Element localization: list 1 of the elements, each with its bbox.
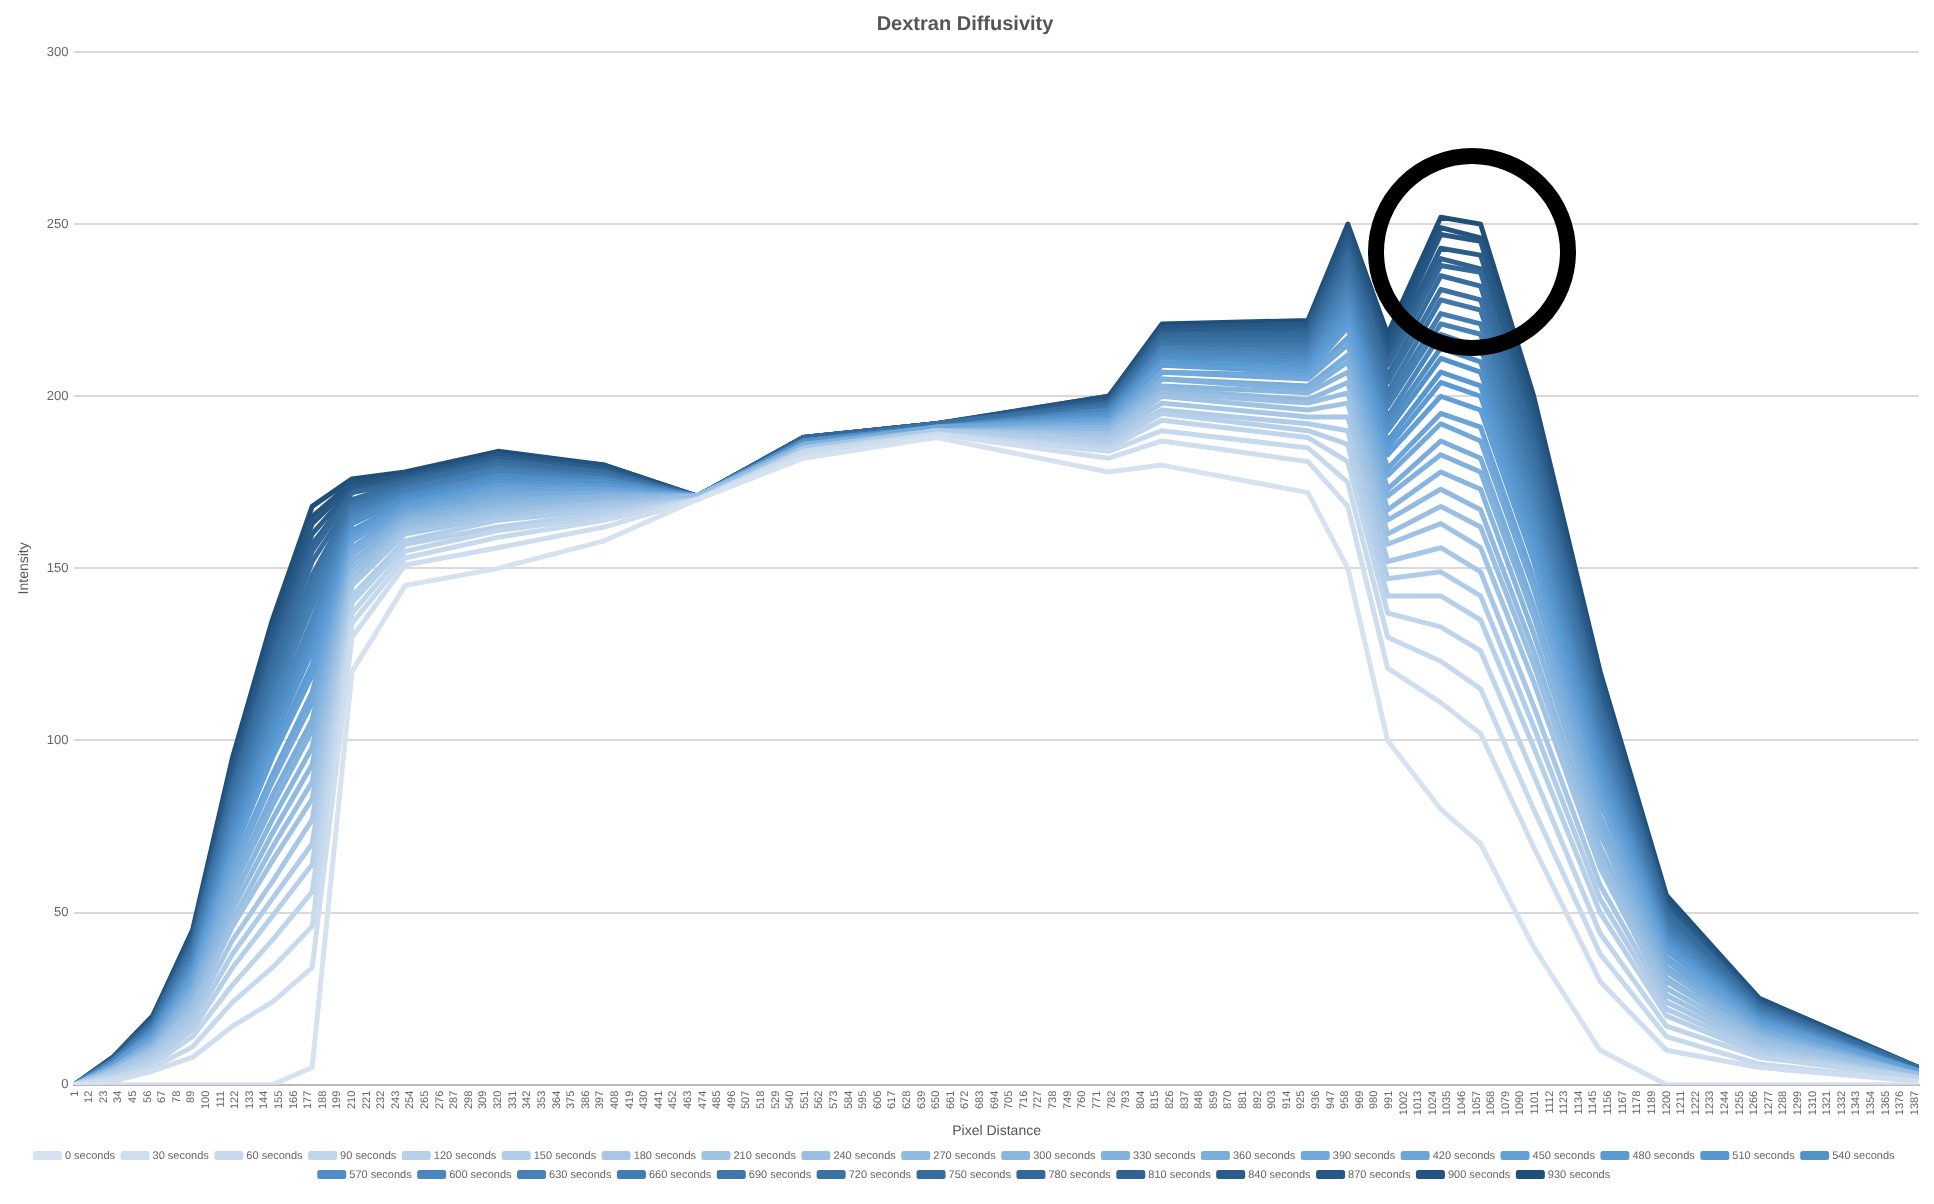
chart-title: Dextran Diffusivity [876,13,1055,36]
